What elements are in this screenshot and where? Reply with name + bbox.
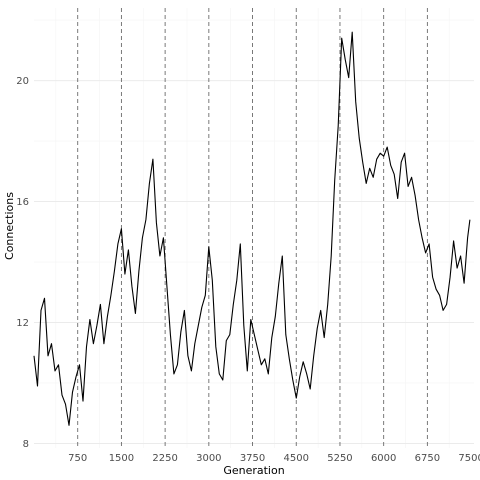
- y-tick-label: 8: [23, 439, 29, 450]
- x-tick-label: 5250: [327, 453, 352, 464]
- x-tick-label: 4500: [284, 453, 309, 464]
- series-layer: [33, 31, 471, 426]
- x-tick-label: 6000: [371, 453, 396, 464]
- y-tick-label: 16: [16, 197, 29, 208]
- x-tick-label: 3750: [240, 453, 265, 464]
- y-axis-tick-labels: 8 12 16 20: [16, 76, 29, 450]
- x-tick-label: 3000: [196, 453, 221, 464]
- x-axis-title: Generation: [223, 464, 284, 477]
- x-tick-label: 750: [68, 453, 87, 464]
- y-tick-label: 20: [16, 76, 29, 87]
- x-tick-label: 2250: [152, 453, 177, 464]
- major-gridlines: [34, 80, 474, 444]
- minor-gridlines: [34, 8, 474, 448]
- x-tick-label: 1500: [109, 453, 134, 464]
- y-tick-label: 12: [16, 318, 29, 329]
- y-axis-title: Connections: [3, 192, 16, 260]
- dashed-reference-lines: [77, 8, 428, 448]
- x-axis-tick-labels: 750 1500 2250 3000 3750 4500 5250 6000 6750 7500: [68, 453, 480, 464]
- x-tick-label: 6750: [415, 453, 440, 464]
- series-line: [33, 31, 471, 426]
- x-tick-label: 7500: [458, 453, 480, 464]
